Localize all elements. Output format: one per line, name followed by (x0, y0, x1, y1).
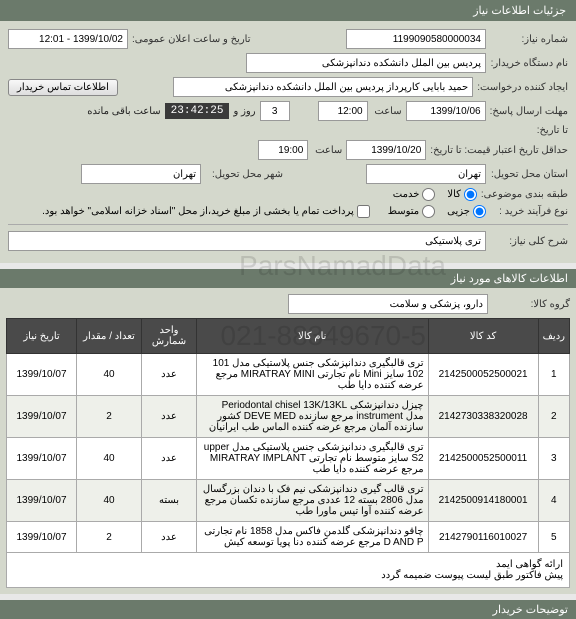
cell-n: 5 (538, 522, 569, 553)
creator-input[interactable] (173, 77, 473, 97)
city-label: شهر محل تحویل: (205, 169, 283, 180)
cell-name: چیزل دندانپزشکی Periodontal chisel 13K/1… (197, 396, 429, 438)
cell-date: 1399/10/07 (7, 396, 77, 438)
cell-date: 1399/10/07 (7, 480, 77, 522)
cell-date: 1399/10/07 (7, 438, 77, 480)
time-label-1: ساعت (372, 106, 402, 117)
deadline-time-input[interactable] (318, 101, 368, 121)
cell-n: 1 (538, 354, 569, 396)
cell-code: 2142730338320028 (428, 396, 538, 438)
group-input[interactable] (288, 294, 488, 314)
cell-unit: بسته (142, 480, 197, 522)
cell-qty: 2 (77, 522, 142, 553)
cell-code: 2142500914180001 (428, 480, 538, 522)
buyer-org-input[interactable] (246, 53, 486, 73)
deadline-label: مهلت ارسال پاسخ: (490, 106, 568, 117)
footer-note: ارائه گواهی ایمد پیش فاکتور طبق لیست پیو… (7, 553, 570, 588)
prov-input[interactable] (366, 164, 486, 184)
cell-qty: 40 (77, 354, 142, 396)
cell-n: 4 (538, 480, 569, 522)
col-code: کد کالا (428, 319, 538, 354)
remain-label: ساعت باقی مانده (87, 106, 160, 117)
cell-unit: عدد (142, 354, 197, 396)
cell-name: تری قالبگیری دندانپزشکی جنس پلاستیکی مدل… (197, 354, 429, 396)
deadline-date-input[interactable] (406, 101, 486, 121)
budget-label: طبقه بندی موضوعی: (481, 189, 568, 200)
days-label: روز و (233, 106, 255, 117)
col-date: تاریخ نیاز (7, 319, 77, 354)
cell-code: 2142500052500011 (428, 438, 538, 480)
group-label: گروه کالا: (492, 299, 570, 310)
explain-header: توضیحات خریدار (0, 600, 576, 619)
days-input[interactable] (260, 101, 290, 121)
city-input[interactable] (81, 164, 201, 184)
cell-n: 3 (538, 438, 569, 480)
items-table: ردیف کد کالا نام کالا واحد شمارش تعداد /… (6, 318, 570, 588)
announce-label: تاریخ و ساعت اعلان عمومی: (132, 34, 251, 45)
cell-name: تری قالب گیری دندانپزشکی نیم فک با دندان… (197, 480, 429, 522)
until-label: تا تاریخ: (508, 125, 568, 136)
table-row[interactable]: 32142500052500011تری قالبگیری دندانپزشکی… (7, 438, 570, 480)
need-number-label: شماره نیاز: (490, 34, 568, 45)
pay-note-check[interactable]: پرداخت تمام یا بخشی از مبلغ خرید،از محل … (42, 205, 370, 218)
prov-label: استان محل تحویل: (490, 169, 568, 180)
radio-goods[interactable]: کالا (447, 188, 477, 201)
form-area: شماره نیاز: تاریخ و ساعت اعلان عمومی: نا… (0, 21, 576, 263)
col-qty: تعداد / مقدار (77, 319, 142, 354)
credit-time-input[interactable] (258, 140, 308, 160)
buyer-org-label: نام دستگاه خریدار: (490, 58, 568, 69)
items-header: اطلاعات کالاهای مورد نیاز (0, 269, 576, 288)
col-row: ردیف (538, 319, 569, 354)
cell-date: 1399/10/07 (7, 522, 77, 553)
credit-label: حداقل تاریخ اعتبار قیمت: تا تاریخ: (430, 145, 568, 156)
creator-label: ایجاد کننده درخواست: (477, 82, 568, 93)
process-label: نوع فرآیند خرید : (490, 206, 568, 217)
contact-button[interactable]: اطلاعات تماس خریدار (8, 79, 118, 96)
cell-code: 2142500052500021 (428, 354, 538, 396)
panel-header: جزئیات اطلاعات نیاز (0, 0, 576, 21)
col-unit: واحد شمارش (142, 319, 197, 354)
cell-name: چاقو دندانپزشکی گلدمن فاکس مدل 1858 نام … (197, 522, 429, 553)
cell-qty: 40 (77, 480, 142, 522)
cell-unit: عدد (142, 522, 197, 553)
radio-low[interactable]: جزیی (447, 205, 486, 218)
radio-service[interactable]: خدمت (393, 188, 436, 201)
cell-unit: عدد (142, 438, 197, 480)
cell-name: تری قالبگیری دندانپزشکی جنس پلاستیکی مدل… (197, 438, 429, 480)
cell-date: 1399/10/07 (7, 354, 77, 396)
time-label-2: ساعت (312, 145, 342, 156)
desc-label: شرح کلی نیاز: (490, 236, 568, 247)
table-row[interactable]: 12142500052500021تری قالبگیری دندانپزشکی… (7, 354, 570, 396)
countdown: 23:42:25 (165, 103, 230, 119)
cell-qty: 40 (77, 438, 142, 480)
radio-mid[interactable]: متوسط (388, 205, 435, 218)
announce-input[interactable] (8, 29, 128, 49)
cell-code: 2142790116010027 (428, 522, 538, 553)
desc-input[interactable] (8, 231, 486, 251)
table-row[interactable]: 42142500914180001تری قالب گیری دندانپزشک… (7, 480, 570, 522)
table-row[interactable]: 52142790116010027چاقو دندانپزشکی گلدمن ف… (7, 522, 570, 553)
table-row[interactable]: 22142730338320028چیزل دندانپزشکی Periodo… (7, 396, 570, 438)
cell-n: 2 (538, 396, 569, 438)
cell-unit: عدد (142, 396, 197, 438)
need-number-input[interactable] (346, 29, 486, 49)
credit-date-input[interactable] (346, 140, 426, 160)
cell-qty: 2 (77, 396, 142, 438)
col-name: نام کالا (197, 319, 429, 354)
